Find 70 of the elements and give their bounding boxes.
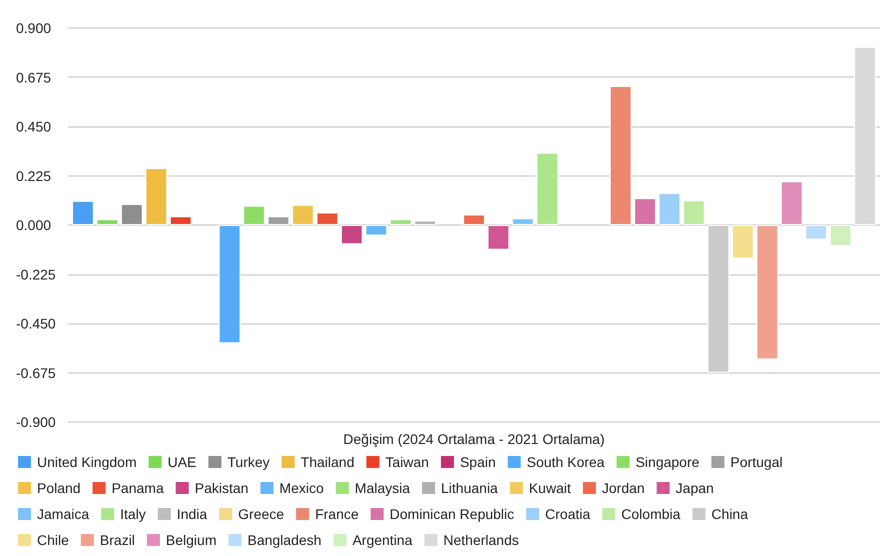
y-tick-label: 0.225	[16, 168, 52, 184]
legend-label: Kuwait	[528, 480, 571, 496]
legend-label: Dominican Republic	[390, 506, 514, 522]
legend-label: Belgium	[166, 532, 217, 548]
bar	[414, 220, 436, 225]
legend-label: Japan	[676, 480, 714, 496]
legend-label: United Kingdom	[37, 454, 137, 470]
legend-label: UAE	[168, 454, 196, 470]
legend-label: Bangladesh	[247, 532, 322, 548]
y-tick-label: 0.450	[16, 118, 52, 134]
bar	[805, 225, 828, 240]
y-tick-label: -0.450	[16, 316, 56, 332]
legend-label: Italy	[120, 506, 146, 522]
legend-label: Spain	[460, 454, 496, 470]
bar	[830, 225, 852, 246]
legend-label: Turkey	[227, 454, 270, 470]
bar	[756, 225, 778, 360]
y-tick-label: -0.225	[16, 266, 56, 282]
legend-label: Brazil	[100, 532, 135, 548]
legend-label: Mexico	[279, 480, 324, 496]
legend-label: China	[711, 506, 748, 522]
legend-label: Croatia	[545, 506, 590, 522]
x-tick-label: Değişim (2024 Ortalama - 2021 Ortalama)	[343, 431, 605, 447]
legend-label: Colombia	[621, 506, 681, 522]
y-tick-label: 0.900	[16, 20, 52, 36]
legend-label: South Korea	[526, 454, 605, 470]
legend-label: Singapore	[636, 454, 700, 470]
bar	[732, 225, 754, 258]
bar	[488, 225, 510, 250]
bar	[780, 181, 803, 225]
y-tick-label: -0.675	[16, 364, 56, 381]
bar	[268, 216, 290, 225]
legend-label: Taiwan	[385, 454, 429, 470]
bar	[634, 198, 656, 225]
legend-label: Panama	[112, 480, 164, 496]
legend-label: Jamaica	[37, 506, 90, 522]
bar	[390, 219, 412, 225]
y-tick-label: -0.900	[16, 414, 56, 430]
bar	[340, 225, 363, 244]
legend-label: France	[315, 506, 359, 522]
legend-label: Netherlands	[443, 532, 519, 548]
legend-label: Thailand	[300, 454, 354, 470]
bar	[365, 225, 388, 236]
bar	[463, 214, 485, 225]
legend-label: Lithuania	[441, 480, 498, 496]
legend-label: Jordan	[602, 480, 645, 496]
bar	[218, 225, 241, 344]
bar	[72, 200, 94, 225]
legend-label: India	[176, 506, 208, 522]
bar	[683, 200, 705, 225]
bar	[96, 219, 118, 225]
bar	[120, 204, 143, 225]
legend-label: Portugal	[730, 454, 783, 470]
y-tick-label: 0.675	[16, 69, 52, 86]
legend-label: Argentina	[352, 532, 413, 548]
bar	[512, 218, 534, 225]
bar	[170, 216, 192, 225]
bar	[243, 206, 265, 225]
legend-label: Greece	[238, 506, 284, 522]
bar	[658, 193, 680, 225]
bar	[316, 212, 338, 225]
legend-label: Poland	[37, 480, 81, 496]
bar	[292, 204, 314, 225]
y-tick-label: 0.000	[16, 217, 52, 233]
legend-label: Malaysia	[354, 480, 410, 496]
bar	[536, 152, 558, 225]
bar	[610, 86, 632, 225]
bar	[145, 168, 168, 225]
legend-label: Chile	[37, 532, 70, 548]
legend-label: Pakistan	[194, 480, 248, 496]
